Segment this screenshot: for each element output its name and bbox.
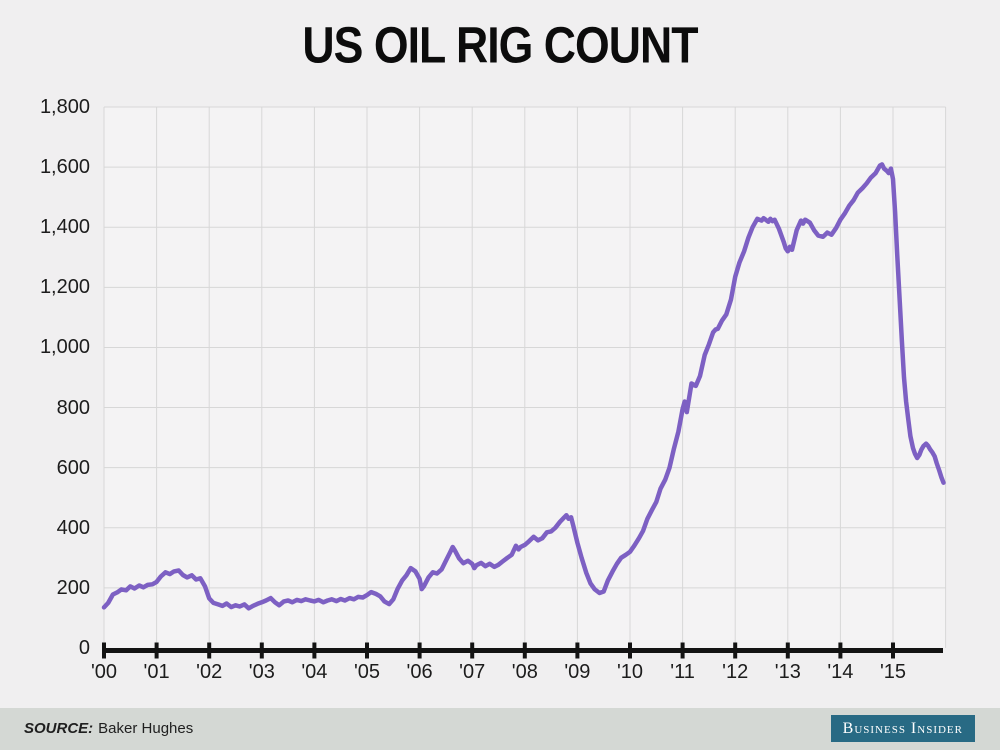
y-axis-label: 200 bbox=[56, 576, 90, 599]
y-axis-label: 600 bbox=[56, 456, 90, 479]
x-axis-label: '04 bbox=[301, 661, 328, 683]
source-line: SOURCE: Baker Hughes bbox=[24, 708, 193, 750]
y-axis-label: 0 bbox=[78, 637, 90, 659]
source-value: Baker Hughes bbox=[98, 720, 194, 737]
x-axis-label: '13 bbox=[774, 661, 801, 683]
x-axis-label: '07 bbox=[459, 661, 486, 683]
chart-title: US OIL RIG COUNT bbox=[302, 16, 698, 74]
x-axis-label: '02 bbox=[196, 661, 223, 683]
y-axis-label: 1,200 bbox=[39, 276, 90, 299]
y-axis-label: 1,800 bbox=[39, 96, 90, 118]
x-axis-label: '00 bbox=[90, 661, 118, 683]
x-axis-label: '09 bbox=[564, 661, 591, 683]
x-axis-label: '10 bbox=[616, 661, 644, 683]
x-axis-label: '15 bbox=[879, 661, 907, 683]
data-line bbox=[101, 162, 946, 611]
source-label: SOURCE: bbox=[24, 720, 94, 737]
chart-canvas bbox=[101, 106, 947, 659]
x-axis-label: '12 bbox=[722, 661, 749, 683]
x-axis-label: '11 bbox=[670, 661, 695, 683]
x-axis-label: '14 bbox=[827, 661, 854, 683]
y-axis-label: 1,000 bbox=[39, 336, 90, 359]
x-axis-label: '08 bbox=[511, 661, 538, 683]
y-axis-label: 1,600 bbox=[39, 156, 90, 179]
footer-bar: SOURCE: Baker Hughes Business Insider bbox=[0, 708, 1000, 750]
x-axis-label: '01 bbox=[143, 661, 170, 683]
y-axis-label: 1,400 bbox=[39, 216, 90, 239]
x-axis-label: '03 bbox=[248, 661, 275, 683]
y-axis-label: 800 bbox=[56, 396, 90, 419]
x-axis-label: '06 bbox=[406, 661, 433, 683]
x-axis-label: '05 bbox=[353, 661, 381, 683]
y-axis-label: 400 bbox=[56, 516, 90, 539]
business-insider-logo-text: Business Insider bbox=[842, 719, 963, 737]
business-insider-logo: Business Insider bbox=[830, 715, 975, 742]
